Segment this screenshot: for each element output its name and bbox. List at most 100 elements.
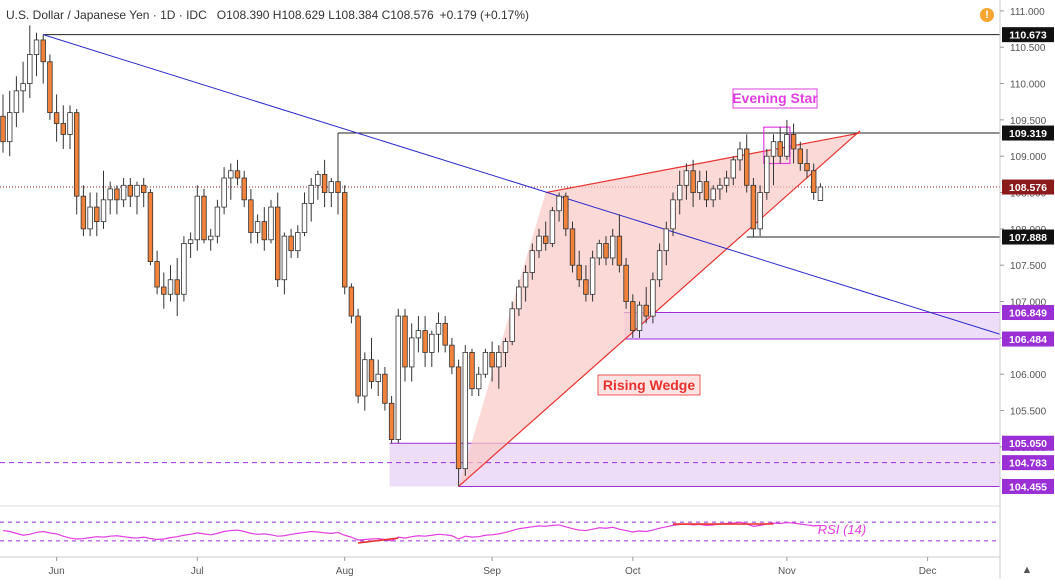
candle-body	[108, 189, 113, 200]
candle-body	[517, 287, 522, 309]
rsi-line	[3, 522, 820, 541]
candle-body	[570, 229, 575, 265]
candle-body	[497, 352, 502, 367]
candle-body	[617, 236, 622, 265]
candle-body	[396, 316, 401, 440]
candle-body	[483, 352, 488, 374]
candle-body	[805, 163, 810, 170]
chart-header: U.S. Dollar / Japanese Yen · 1D · IDC O1…	[6, 6, 529, 24]
candle-body	[155, 262, 160, 287]
candle-body	[369, 360, 374, 382]
price-tag-104-783: 104.783	[1009, 458, 1047, 470]
candle-body	[389, 403, 394, 439]
candle-body	[296, 233, 301, 251]
candle-body	[450, 345, 455, 367]
candle-body	[470, 352, 475, 388]
x-tick-label: Nov	[778, 566, 796, 577]
candle-body	[235, 171, 240, 178]
price-change: +0.179 (+0.17%)	[440, 8, 529, 22]
candle-body	[121, 185, 126, 200]
candle-body	[610, 236, 615, 258]
candle-body	[624, 265, 629, 301]
candle-body	[731, 160, 736, 178]
candle-body	[1, 116, 6, 141]
alert-icon[interactable]: !	[980, 8, 994, 22]
price-tag-106-484: 106.484	[1009, 334, 1047, 346]
candle-body	[21, 84, 26, 91]
candle-body	[765, 156, 770, 192]
candle-body	[503, 342, 508, 353]
x-tick-label: Jun	[49, 566, 65, 577]
x-tick-label: Aug	[336, 566, 354, 577]
candle-body	[798, 149, 803, 164]
candle-body	[135, 185, 140, 196]
y-tick-label: 105.500	[1010, 407, 1047, 418]
x-tick-label: Dec	[919, 566, 937, 577]
candle-body	[510, 309, 515, 342]
price-axis[interactable]: 111.000110.500110.000109.500109.000108.5…	[1000, 0, 1055, 579]
candle-body	[302, 203, 307, 232]
candle-body	[651, 280, 656, 316]
candle-body	[751, 185, 756, 229]
candle-body	[671, 200, 676, 229]
scroll-up-icon[interactable]: ▲	[1020, 563, 1034, 577]
x-tick-label: Oct	[625, 566, 641, 577]
rsi-panel: RSI (14) 40.00	[0, 506, 1035, 543]
candle-body	[584, 280, 589, 295]
candle-body	[738, 149, 743, 160]
candle-body	[704, 182, 709, 200]
candle-body	[95, 207, 100, 222]
candle-body	[128, 185, 133, 196]
candle-body	[778, 142, 783, 157]
candle-body	[342, 193, 347, 287]
candle-body	[430, 334, 435, 352]
candle-body	[724, 178, 729, 185]
candle-body	[289, 236, 294, 251]
candle-body	[41, 40, 46, 62]
candle-body	[416, 331, 421, 338]
candle-body	[443, 323, 448, 345]
candle-body	[182, 243, 187, 294]
candle-body	[691, 171, 696, 193]
candle-body	[141, 185, 146, 192]
candle-body	[664, 229, 669, 251]
price-tag-105-050: 105.050	[1009, 438, 1047, 450]
candle-body	[657, 251, 662, 280]
x-tick-label: Sep	[483, 566, 501, 577]
candle-body	[811, 171, 816, 193]
candle-body	[356, 316, 361, 396]
y-tick-label: 110.500	[1010, 43, 1046, 54]
candle-body	[316, 174, 321, 185]
candle-body	[436, 323, 441, 334]
candle-body	[88, 207, 93, 229]
candle-body	[718, 185, 723, 189]
candle-body	[202, 196, 207, 240]
candle-body	[61, 124, 66, 135]
candle-body	[68, 113, 73, 135]
candle-body	[222, 178, 227, 207]
candle-body	[28, 54, 33, 83]
y-tick-label: 111.000	[1010, 7, 1045, 18]
price-tag-106-849: 106.849	[1009, 308, 1047, 320]
candle-body	[644, 305, 649, 316]
candle-body	[490, 352, 495, 367]
candle-body	[115, 189, 120, 200]
candle-body	[34, 40, 39, 55]
rsi-label: RSI (14)	[818, 522, 866, 537]
y-tick-label: 110.000	[1010, 80, 1046, 91]
candle-body	[771, 142, 776, 157]
candle-body	[684, 171, 689, 186]
candle-body	[564, 196, 569, 229]
y-tick-label: 106.000	[1010, 370, 1047, 381]
candle-body	[383, 374, 388, 403]
evening-star-label: Evening Star	[732, 90, 818, 106]
candle-body	[363, 360, 368, 396]
candle-body	[336, 182, 341, 193]
candle-body	[543, 236, 548, 243]
candle-body	[476, 374, 481, 389]
candle-body	[744, 149, 749, 185]
candle-body	[403, 316, 408, 367]
